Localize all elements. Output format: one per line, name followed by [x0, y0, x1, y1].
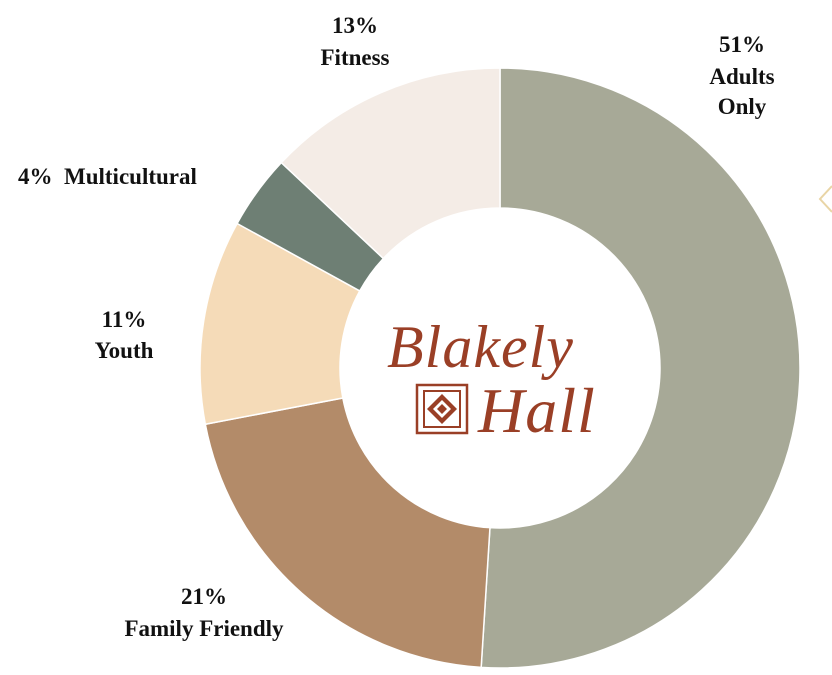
slice-name-label: Youth — [95, 338, 154, 363]
slice-label-youth: 11% Youth — [95, 307, 154, 363]
labels-layer: 51% Adults Only 21% Family Friendly 11% Youth 4… — [18, 13, 832, 641]
logo-line-1: Blakely — [387, 314, 574, 380]
slice-name-label: 4% Multicultural — [18, 164, 197, 189]
slice-fitness — [280, 67, 501, 260]
slice-percent-label: 21% — [181, 584, 227, 609]
slice-label-family-friendly: 21% Family Friendly — [124, 584, 284, 641]
slice-name-label: Adults — [709, 64, 774, 89]
slice-percent-label: 11% — [102, 307, 147, 332]
edge-marker — [818, 185, 832, 213]
slices-layer — [199, 67, 801, 669]
donut-hole — [340, 208, 660, 528]
slice-name-label: Only — [718, 94, 767, 119]
slice-label-multicultural: 4% Multicultural — [18, 164, 197, 189]
slice-label-adults-only: 51% Adults Only — [709, 32, 774, 119]
center-logo: Blakely Hall — [340, 208, 660, 528]
slice-name-label: Family Friendly — [124, 616, 284, 641]
slice-label-fitness: 13% Fitness — [321, 13, 390, 70]
slice-percent-label: 13% — [332, 13, 378, 38]
slice-name-label: Fitness — [321, 45, 390, 70]
tile-emblem-icon — [415, 383, 469, 435]
slice-percent-label: 51% — [719, 32, 765, 57]
logo-line-2: Hall — [477, 375, 596, 446]
